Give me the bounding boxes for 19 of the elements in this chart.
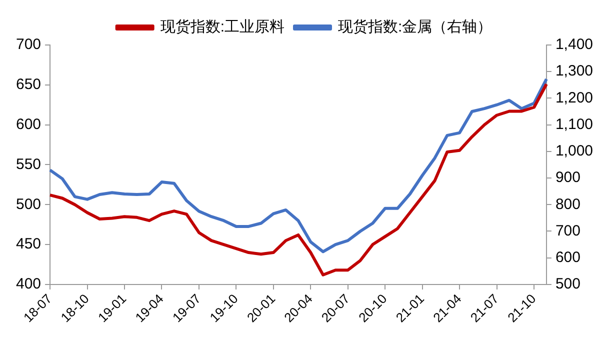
y2-tick-label: 1,200 [555,89,594,106]
y-tick-label: 700 [16,36,42,54]
y-tick-label: 650 [16,76,42,94]
y2-tick-label: 600 [555,248,580,266]
y2-tick-label: 1,400 [555,36,594,54]
legend-label: 现货指数:工业原料 [160,18,285,36]
y2-tick-label: 1,300 [555,62,594,80]
y2-tick-label: 800 [555,196,580,213]
legend-label: 现货指数:金属（右轴） [338,18,492,36]
y-tick-label: 550 [16,156,42,173]
y-tick-label: 400 [16,276,42,293]
y2-tick-label: 700 [555,222,580,240]
y-tick-label: 500 [16,196,42,213]
y2-tick-label: 1,000 [555,142,594,160]
y2-tick-label: 900 [555,169,580,186]
y-tick-label: 450 [16,236,42,253]
y2-tick-label: 500 [555,276,580,293]
y-tick-label: 600 [16,116,42,133]
y2-tick-label: 1,100 [555,116,594,133]
